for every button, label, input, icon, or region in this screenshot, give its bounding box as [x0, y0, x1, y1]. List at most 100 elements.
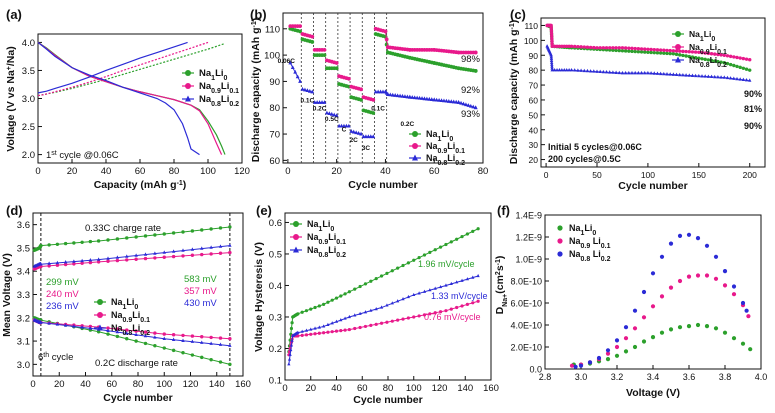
- data-point: [557, 44, 562, 49]
- data-point: [686, 232, 692, 237]
- data-point: [444, 242, 448, 247]
- data-point: [646, 70, 650, 75]
- data-point: [171, 348, 176, 353]
- data-point: [650, 335, 656, 340]
- data-point: [725, 54, 730, 58]
- data-point: [434, 97, 439, 102]
- data-point: [557, 67, 562, 72]
- data-point: [290, 338, 294, 342]
- data-point: [334, 296, 339, 300]
- data-point: [376, 89, 381, 94]
- data-point: [162, 255, 166, 259]
- x-tick-label: 50: [592, 170, 602, 180]
- data-point: [330, 298, 334, 302]
- data-point: [374, 307, 378, 311]
- data-point: [115, 237, 120, 241]
- data-point: [125, 258, 129, 262]
- legend-entry-part: 0.1: [601, 243, 611, 250]
- plot-frame: [37, 33, 243, 164]
- data-point: [442, 98, 446, 103]
- data-point: [735, 55, 739, 60]
- data-point: [162, 346, 166, 350]
- data-point: [171, 249, 176, 253]
- y-tick-label: 0.6: [269, 218, 282, 229]
- data-point: [289, 343, 294, 347]
- data-point: [162, 336, 166, 340]
- data-point: [562, 67, 566, 72]
- x-tick-label: 3.2: [611, 372, 624, 382]
- legend-entry-part: Li: [215, 68, 223, 79]
- x-tick-label: 150: [692, 170, 706, 180]
- data-point: [190, 339, 195, 343]
- data-point: [228, 243, 232, 247]
- data-point: [704, 324, 710, 329]
- data-point: [390, 319, 394, 323]
- data-point: [288, 60, 293, 65]
- y-axis-label-part: +: [6, 66, 13, 70]
- x-tick-label: 100: [200, 166, 216, 177]
- data-point: [700, 57, 704, 61]
- data-point: [731, 292, 737, 297]
- data-point: [125, 328, 129, 332]
- legend-entry-part: Li: [328, 232, 336, 242]
- x-tick-label: 120: [432, 383, 448, 394]
- voltage-gap-end: 430 mV: [184, 298, 217, 309]
- data-point: [181, 254, 185, 258]
- data-point: [614, 70, 618, 74]
- data-point: [582, 68, 586, 73]
- data-point: [451, 99, 456, 104]
- data-point: [290, 65, 295, 70]
- data-point: [659, 254, 665, 259]
- data-point: [63, 241, 68, 246]
- data-point: [632, 326, 638, 331]
- x-tick-label: 60: [135, 166, 146, 177]
- data-point: [190, 247, 195, 251]
- data-point: [374, 322, 378, 326]
- data-point: [88, 326, 93, 330]
- legend-entry-part: 0.8: [211, 101, 221, 108]
- data-point: [643, 70, 647, 75]
- data-point: [298, 29, 302, 34]
- data-point: [55, 263, 60, 267]
- data-point: [412, 292, 416, 297]
- data-point: [633, 70, 637, 75]
- data-point: [459, 100, 463, 105]
- data-point: [288, 352, 292, 356]
- data-point: [317, 100, 322, 104]
- data-point: [555, 67, 559, 72]
- data-point: [709, 58, 714, 63]
- voltage-gap-start: 236 mV: [46, 301, 79, 312]
- data-point: [560, 44, 564, 49]
- data-point: [289, 326, 294, 331]
- plot-frame: [282, 12, 484, 164]
- data-point: [437, 97, 441, 102]
- data-point: [662, 48, 666, 52]
- data-point: [190, 229, 195, 233]
- data-point: [400, 93, 405, 98]
- data-point: [728, 62, 733, 67]
- data-point: [623, 49, 628, 53]
- legend-entry-part: 0.9: [581, 243, 591, 250]
- data-point: [731, 284, 737, 289]
- data-point: [171, 333, 176, 337]
- data-point: [630, 49, 634, 54]
- data-point: [449, 307, 453, 311]
- legend-entry-part: Na: [111, 323, 123, 333]
- y-axis-label-part: /Na): [5, 46, 17, 66]
- data-point: [427, 96, 432, 101]
- y-axis-label: Discharge capacity (mAh g-1): [250, 18, 262, 163]
- y-tick-label: 0.3: [269, 312, 282, 323]
- data-point: [704, 243, 710, 248]
- data-point: [398, 93, 402, 98]
- data-point: [465, 232, 469, 236]
- data-point: [639, 47, 644, 51]
- data-point: [671, 72, 676, 76]
- series-line: [37, 41, 200, 156]
- data-point: [143, 234, 148, 238]
- y-axis-label: Mean Voltage (V): [1, 253, 13, 337]
- data-point: [407, 94, 412, 99]
- data-point: [643, 50, 647, 54]
- legend-entry-part: 0.9: [211, 88, 221, 95]
- data-point: [684, 73, 688, 77]
- legend-entry-part: Na: [569, 236, 581, 246]
